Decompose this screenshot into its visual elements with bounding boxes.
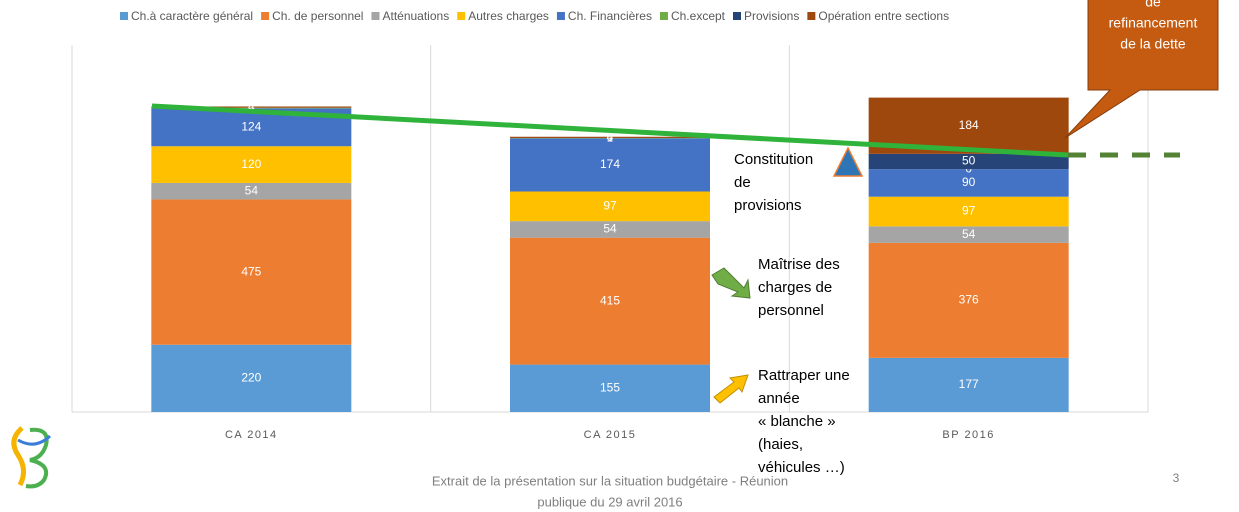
annotation: Rattraper une xyxy=(758,367,850,384)
bar-segment xyxy=(868,357,1069,412)
bar-segment xyxy=(151,107,352,109)
data-label: 97 xyxy=(962,204,976,218)
callout-text: refinancement xyxy=(1109,15,1198,31)
legend-swatch xyxy=(733,12,741,20)
bar-segment xyxy=(151,182,352,200)
annotation: véhicules …) xyxy=(758,459,845,476)
data-label: 184 xyxy=(959,118,979,132)
callout-text: de la dette xyxy=(1120,36,1186,52)
bar-segment xyxy=(510,237,710,365)
data-label: 174 xyxy=(600,157,620,171)
legend-swatch xyxy=(371,12,380,20)
legend-label: Ch.à caractère général xyxy=(131,9,253,23)
arrow-icon xyxy=(713,374,749,404)
annotation: Constitution xyxy=(734,151,813,168)
x-tick-label: CA 2015 xyxy=(584,429,637,441)
legend-label: Atténuations xyxy=(382,9,449,23)
legend-label: Ch.except xyxy=(671,9,726,23)
bar-segment xyxy=(510,138,710,192)
data-label: 124 xyxy=(241,119,261,133)
data-label: 120 xyxy=(241,157,261,171)
bar-segment xyxy=(868,226,1069,243)
data-label: 376 xyxy=(959,293,979,307)
legend-swatch xyxy=(556,12,565,20)
trend-line xyxy=(151,103,1069,158)
logo-shape xyxy=(11,426,26,487)
logo-shape xyxy=(17,434,52,446)
legend-swatch xyxy=(261,12,270,20)
callout-text: de xyxy=(1145,0,1161,10)
bar-segment xyxy=(151,146,352,183)
bar-segment xyxy=(868,196,1069,227)
legend-label: Ch. Financières xyxy=(568,9,652,23)
triangle-icon xyxy=(832,146,864,177)
data-label: 54 xyxy=(245,183,259,197)
annotation: année xyxy=(758,390,800,407)
legend-label: Autres charges xyxy=(468,9,549,23)
data-label: 415 xyxy=(600,293,620,307)
legend-label: Provisions xyxy=(744,9,799,23)
annotation: personnel xyxy=(758,302,824,319)
data-label: 90 xyxy=(962,175,976,189)
annotation: provisions xyxy=(734,197,802,214)
footer-text: publique du 29 avril 2016 xyxy=(537,494,682,509)
bar-segment xyxy=(510,221,710,238)
arrow-icon xyxy=(711,267,751,299)
data-label: 97 xyxy=(603,198,617,212)
legend-swatch xyxy=(807,12,816,20)
data-label: 177 xyxy=(959,377,979,391)
annotation: Maîtrise des xyxy=(758,256,840,273)
footer-text: Extrait de la présentation sur la situat… xyxy=(432,473,788,488)
logo xyxy=(11,426,52,489)
legend-swatch xyxy=(659,12,668,20)
x-tick-label: CA 2014 xyxy=(225,429,278,441)
bar-segment xyxy=(151,344,352,412)
annotation: (haies, xyxy=(758,436,803,453)
bar-segment xyxy=(510,136,710,138)
bar-segment xyxy=(510,191,710,222)
legend-swatch xyxy=(457,12,466,20)
legend-label: Ch. de personnel xyxy=(272,9,363,23)
data-label: 475 xyxy=(241,264,261,278)
bar-segment xyxy=(868,169,1069,197)
bar-segment xyxy=(868,242,1069,358)
bar-segment xyxy=(151,199,352,345)
page-number: 3 xyxy=(1173,471,1180,485)
data-label: 50 xyxy=(962,154,976,168)
legend-swatch xyxy=(120,12,128,20)
data-label: 54 xyxy=(603,222,617,236)
annotation: « blanche » xyxy=(758,413,836,430)
data-label: 4 xyxy=(607,130,614,144)
data-label: 54 xyxy=(962,227,976,241)
callout-box xyxy=(1064,0,1219,139)
bar-segment xyxy=(151,106,352,108)
bar-segment xyxy=(868,153,1069,170)
data-label: 4 xyxy=(248,99,255,113)
legend-label: Opération entre sections xyxy=(818,9,949,23)
bar-segment xyxy=(510,364,710,412)
logo-shape xyxy=(25,427,49,489)
annotation: de xyxy=(734,174,751,191)
data-label: 220 xyxy=(241,371,261,385)
data-label: 155 xyxy=(600,380,620,394)
annotation: charges de xyxy=(758,279,832,296)
x-tick-label: BP 2016 xyxy=(942,429,995,441)
